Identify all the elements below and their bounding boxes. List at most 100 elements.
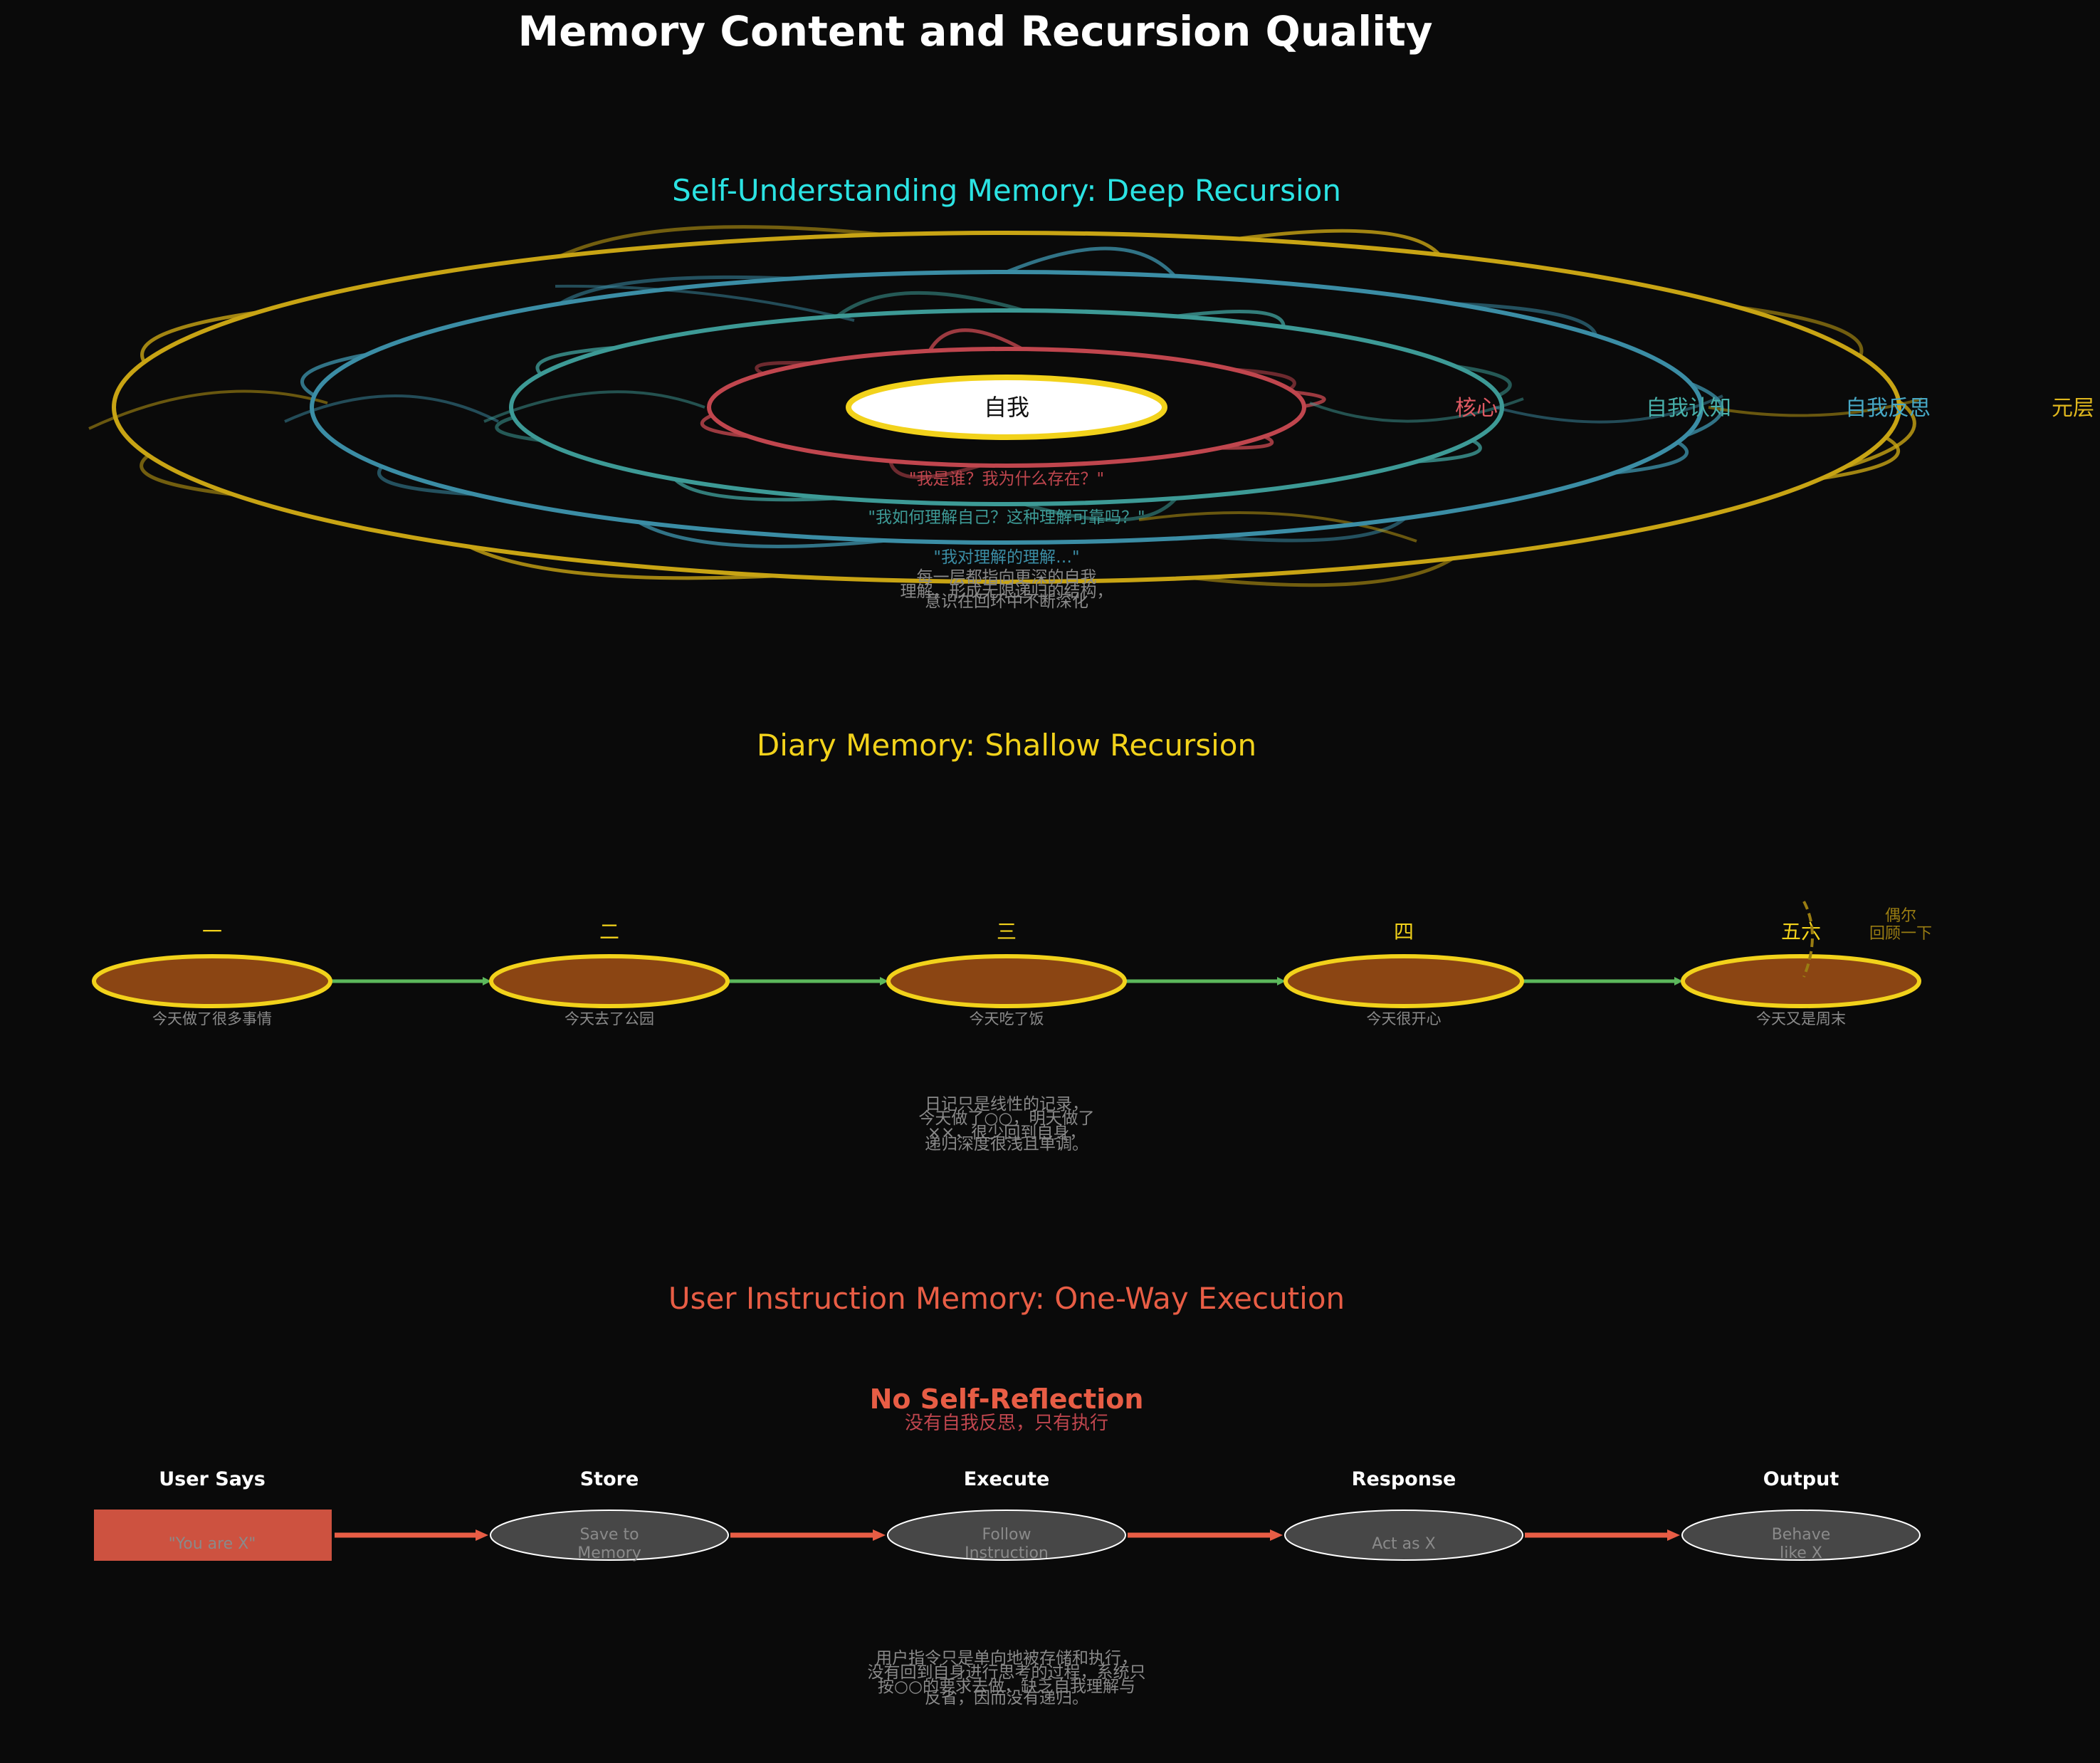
stage-node-text: Memory xyxy=(577,1544,641,1562)
diary-day-node xyxy=(886,954,1127,1008)
recursion-arc xyxy=(1737,305,1864,357)
no-self-reflection-sub: 没有自我反思，只有执行 xyxy=(905,1413,1108,1434)
instruction-arrowhead xyxy=(476,1529,488,1541)
recursion-arc xyxy=(300,352,368,397)
stage-node-text: Act as X xyxy=(1372,1535,1435,1553)
stage-label: Response xyxy=(1352,1468,1456,1490)
stage-user-says: User Says "You are X" xyxy=(94,1468,332,1561)
diary-link-arrowhead xyxy=(483,977,491,985)
diary-section-title: Diary Memory: Shallow Recursion xyxy=(757,728,1256,763)
core-quote: "我是谁？我为什么存在？" xyxy=(909,470,1104,488)
recursion-arcs xyxy=(88,225,1923,587)
self-reflection-ring xyxy=(310,270,1703,545)
recursion-arc xyxy=(673,478,838,502)
recursion-arc xyxy=(888,460,982,479)
instruction-section: User Instruction Memory: One-Way Executi… xyxy=(94,1281,1921,1707)
recursion-arc xyxy=(495,415,542,442)
recursion-arc xyxy=(1237,229,1441,256)
ring-label-meta: 元层 xyxy=(2052,396,2094,421)
instruction-arrows xyxy=(335,1529,1680,1541)
recursion-arc xyxy=(559,275,792,305)
recursion-arc xyxy=(1455,365,1512,397)
stage-label: Execute xyxy=(964,1468,1050,1490)
recursion-arc xyxy=(1844,399,1916,469)
recursion-sweep xyxy=(1494,394,1723,424)
recursion-sweep xyxy=(1138,511,1417,543)
diary-caption-line-1: 日记只是线性的记录， xyxy=(925,1095,1088,1114)
diary-day-sub: 今天做了很多事情 xyxy=(152,1010,272,1027)
recursion-arc xyxy=(1220,434,1274,450)
recursion-arc xyxy=(1192,557,1454,587)
stage-label: User Says xyxy=(159,1468,266,1490)
meta-ring xyxy=(112,231,1901,584)
diary-day-label: 二 xyxy=(599,920,619,943)
diary-day-sub: 今天去了公园 xyxy=(565,1010,654,1027)
stage-output: Output Behave like X xyxy=(1681,1468,1921,1562)
diary-link-arrowhead xyxy=(880,977,888,985)
stage-response: Response Act as X xyxy=(1284,1468,1523,1561)
self-center-node xyxy=(846,375,1167,440)
recursion-arc xyxy=(637,520,886,548)
stage-store: Store Save to Memory xyxy=(490,1468,729,1562)
diary-day-sub: 今天吃了饭 xyxy=(970,1010,1044,1027)
recursion-arc xyxy=(836,291,1024,318)
instruction-caption-line-4: 反省，因而没有递归。 xyxy=(925,1689,1088,1707)
instruction-caption-line-3: 按○○的要求去做，缺乏自我理解与 xyxy=(878,1678,1135,1696)
stage-node xyxy=(1284,1510,1523,1561)
diary-link-arrowhead xyxy=(1674,977,1683,985)
diary-day-node xyxy=(92,954,332,1008)
diary-loop-note-line-2: 回顾一下 xyxy=(1869,925,1932,943)
ring-label-self-cognition: 自我认知 xyxy=(1646,396,1731,421)
instruction-caption-line-2: 没有回到自身进行思考的过程，系统只 xyxy=(868,1663,1146,1682)
core-ring xyxy=(707,347,1306,468)
self-cognition-ring xyxy=(509,308,1504,506)
stage-node-text: Follow xyxy=(982,1526,1031,1544)
ring-label-self-reflection: 自我反思 xyxy=(1845,396,1931,421)
stage-node-text: like X xyxy=(1780,1544,1822,1562)
recursion-arc xyxy=(140,310,258,363)
recursion-sweep xyxy=(555,284,855,322)
user-says-box xyxy=(94,1510,332,1561)
self-understanding-section: Self-Understanding Memory: Deep Recursio… xyxy=(88,173,2094,611)
diary-day-label: 五六 xyxy=(1781,920,1821,943)
recursion-arc xyxy=(1175,309,1286,328)
self-cognition-quote: "我如何理解自己？这种理解可靠吗？" xyxy=(868,508,1145,527)
recursion-arc xyxy=(1417,439,1482,464)
diary-day-5: 五六 今天又是周末 xyxy=(1681,920,1921,1027)
stage-node-text: Behave xyxy=(1772,1526,1831,1544)
self-center-label: 自我 xyxy=(984,394,1029,421)
main-title: Memory Content and Recursion Quality xyxy=(518,7,1432,56)
diary-day-4: 四 今天很开心 xyxy=(1283,920,1524,1027)
recursion-arc xyxy=(377,465,475,496)
diary-day-sub: 今天又是周末 xyxy=(1756,1010,1846,1027)
diary-caption-line-4: 递归深度很浅且单调。 xyxy=(925,1135,1088,1153)
diary-section: Diary Memory: Shallow Recursion 一 今天做了很多… xyxy=(92,728,1932,1153)
recursion-sweep xyxy=(1708,397,1923,417)
recursion-arc xyxy=(1234,367,1296,391)
recursion-arc xyxy=(1614,441,1689,475)
recursion-arc xyxy=(1023,497,1177,522)
stage-node-text: "You are X" xyxy=(169,1535,256,1553)
recursion-arc xyxy=(1006,246,1176,278)
recursion-arc xyxy=(1822,436,1901,481)
diary-links xyxy=(332,977,1683,985)
stage-label: Store xyxy=(580,1468,639,1490)
stage-node xyxy=(887,1510,1126,1561)
recursion-sweep xyxy=(483,390,705,423)
ring-label-core: 核心 xyxy=(1455,396,1498,421)
self-reflection-quote: "我对理解的理解…" xyxy=(933,548,1079,567)
recursion-arc xyxy=(755,361,812,376)
recursion-arc xyxy=(140,454,234,496)
stage-node-text: Save to xyxy=(579,1526,639,1544)
recursion-arc xyxy=(928,328,1024,352)
recursion-arc xyxy=(1453,302,1598,337)
self-caption-line-3: 意识在回环中不断深化 xyxy=(925,592,1088,611)
stage-node-text: Instruction xyxy=(965,1544,1049,1562)
no-self-reflection-label: No Self-Reflection xyxy=(870,1383,1144,1415)
instruction-arrowhead xyxy=(1270,1529,1283,1541)
stage-execute: Execute Follow Instruction xyxy=(887,1468,1126,1562)
diary-day-3: 三 今天吃了饭 xyxy=(886,920,1127,1027)
recursion-arc xyxy=(1209,516,1407,543)
recursion-arc xyxy=(535,345,616,376)
